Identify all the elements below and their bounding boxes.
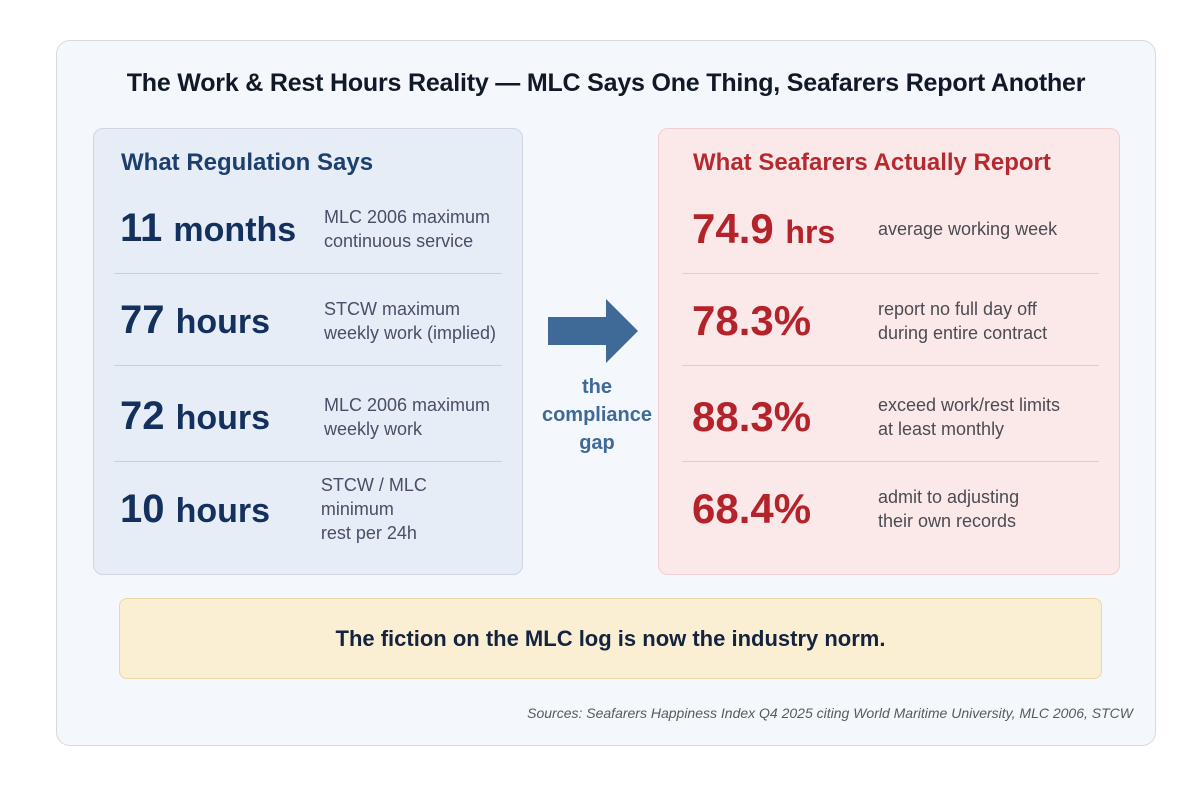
regulation-heading: What Regulation Says (121, 149, 374, 176)
stat-description: MLC 2006 maximum continuous service (324, 206, 491, 251)
reported-heading: What Seafarers Actually Report (693, 149, 1051, 176)
regulation-item: 10 hours STCW / MLC minimum rest per 24h (114, 464, 502, 554)
arrow-right-icon (548, 299, 638, 363)
reported-item: 78.3% report no full day off during entir… (682, 276, 1099, 366)
stat-description: average working week (878, 218, 1058, 239)
stat-description: report no full day off during entire cont… (878, 298, 1048, 343)
stat-description: STCW / MLC minimum rest per 24h (320, 475, 427, 543)
stat-value: 78.3% (692, 296, 812, 344)
stat-value: 72 hours (120, 394, 271, 438)
stat-value: 11 months (120, 206, 297, 250)
reported-item: 68.4% admit to adjusting their own record… (682, 464, 1099, 554)
stat-description: admit to adjusting their own records (878, 487, 1020, 531)
stat-value: 68.4% (692, 485, 812, 532)
stat-value: 77 hours (120, 298, 271, 342)
page-title: The Work & Rest Hours Reality — MLC Says… (126, 69, 1086, 97)
regulation-panel: What Regulation Says 11 months MLC 2006 … (93, 128, 523, 575)
reported-item: 88.3% exceed work/rest limits at least mo… (682, 372, 1099, 462)
conclusion-banner: The fiction on the MLC log is now the in… (119, 598, 1102, 679)
banner-text: The fiction on the MLC log is now the in… (335, 625, 886, 651)
stat-description: exceed work/rest limits at least monthly (878, 394, 1061, 439)
infographic-card: The Work & Rest Hours Reality — MLC Says… (56, 40, 1156, 746)
stat-value: 88.3% (692, 392, 812, 440)
reported-item: 74.9 hrs average working week (682, 184, 1099, 274)
regulation-item: 77 hours STCW maximum weekly work (implie… (114, 276, 502, 366)
stat-description: STCW maximum weekly work (implied) (324, 298, 497, 343)
gap-label: the compliance gap (541, 376, 653, 454)
regulation-item: 72 hours MLC 2006 maximum weekly work (114, 372, 502, 462)
reported-panel: What Seafarers Actually Report 74.9 hrs … (658, 128, 1120, 575)
sources-note: Sources: Seafarers Happiness Index Q4 20… (527, 705, 1133, 721)
stat-value: 74.9 hrs (692, 204, 836, 252)
stat-value: 10 hours (120, 486, 271, 531)
regulation-item: 11 months MLC 2006 maximum continuous ser… (114, 184, 502, 274)
stat-description: MLC 2006 maximum weekly work (324, 394, 491, 439)
compliance-gap: the compliance gap (537, 299, 657, 457)
